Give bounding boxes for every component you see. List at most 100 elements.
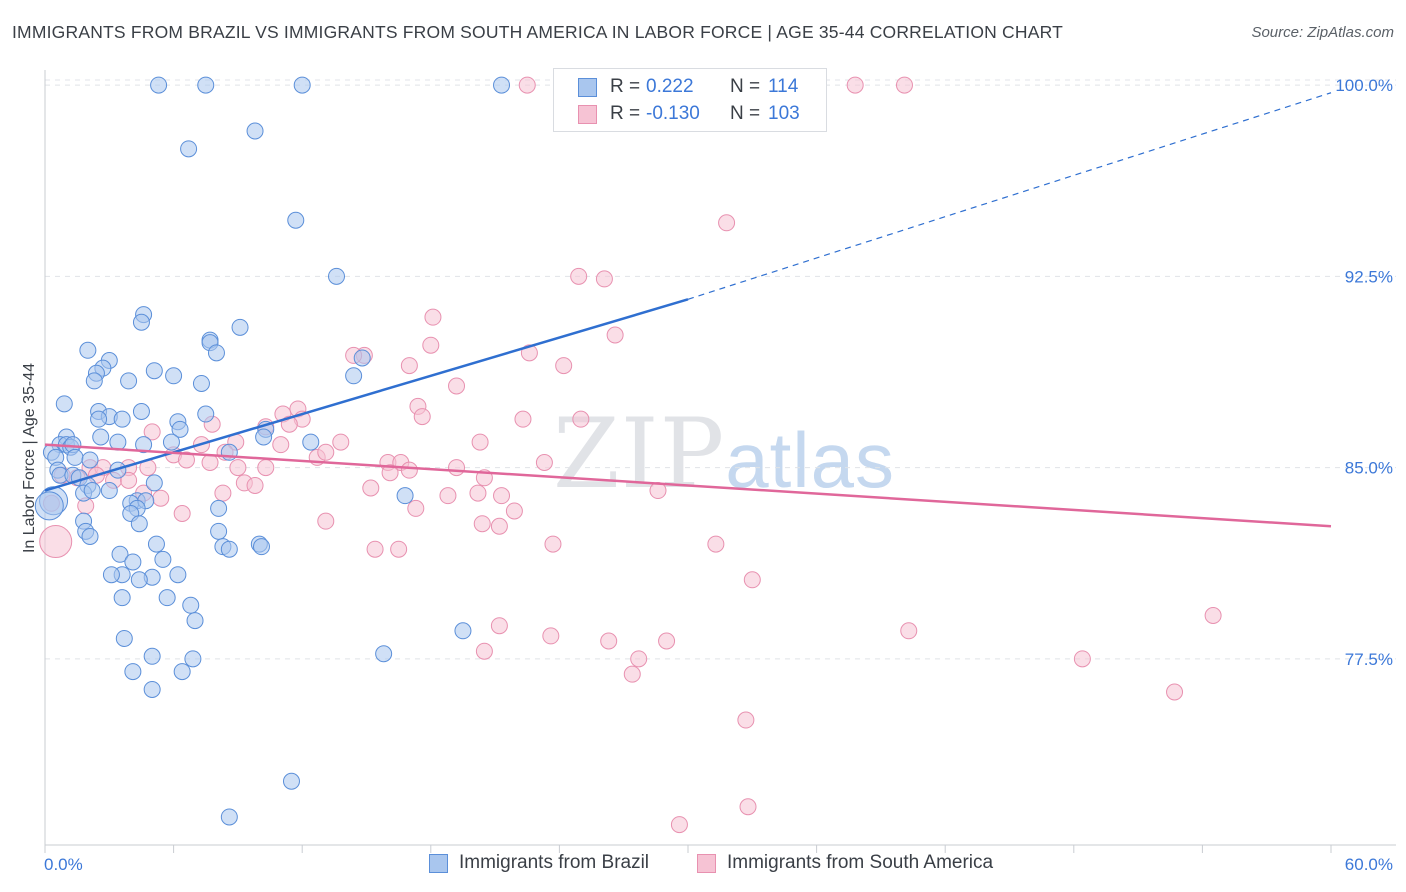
y-tick-label: 100.0% <box>1335 76 1393 95</box>
source-credit: Source: ZipAtlas.com <box>1251 24 1394 41</box>
south-america-point <box>514 410 532 428</box>
r-value: 0.222 <box>646 76 694 97</box>
south-america-point <box>544 535 562 553</box>
south-america-point <box>630 650 648 668</box>
south-america-point <box>317 443 335 461</box>
south-america-point <box>595 270 613 288</box>
brazil-trend-line <box>44 298 689 492</box>
brazil-point <box>220 808 238 826</box>
r-value: -0.130 <box>646 103 700 124</box>
y-axis-label: In Labor Force | Age 35-44 <box>21 363 38 553</box>
south-america-point <box>439 487 457 505</box>
brazil-point <box>375 645 393 663</box>
south-america-point <box>606 326 624 344</box>
chart-title: IMMIGRANTS FROM BRAZIL VS IMMIGRANTS FRO… <box>12 22 1064 42</box>
brazil-point <box>83 482 101 500</box>
brazil-point <box>182 596 200 614</box>
brazil-point <box>197 76 215 94</box>
brazil-point <box>150 76 168 94</box>
south-america-point <box>718 214 736 232</box>
brazil-point <box>252 538 270 556</box>
brazil-point <box>143 647 161 665</box>
south-america-point <box>400 357 418 375</box>
south-america-point <box>555 357 573 375</box>
south-america-point <box>600 632 618 650</box>
brazil-point <box>171 420 189 438</box>
south-america-point <box>1166 683 1184 701</box>
brazil-point <box>162 433 180 451</box>
south-america-point <box>413 408 431 426</box>
brazil-point <box>282 772 300 790</box>
grid-lines <box>45 79 1396 660</box>
south-america-point <box>542 627 560 645</box>
south-america-point <box>407 499 425 517</box>
r-label: R = <box>610 76 641 97</box>
brazil-point <box>327 267 345 285</box>
brazil-point <box>302 433 320 451</box>
brazil-point <box>345 367 363 385</box>
n-value: 103 <box>768 103 800 124</box>
south-america-swatch <box>578 105 597 124</box>
brazil-point <box>192 374 210 392</box>
south-america-point <box>670 816 688 834</box>
south-america-point <box>658 632 676 650</box>
watermark: ZIPatlas <box>553 398 895 510</box>
x-tick-label: 0.0% <box>44 855 83 874</box>
south-america-point <box>518 76 536 94</box>
correlation-legend: R = 0.222 N = 114 R = -0.130 N = 103 <box>553 68 827 132</box>
brazil-point <box>102 566 120 584</box>
south-america-point <box>490 617 508 635</box>
south-america-point <box>152 489 170 507</box>
brazil-point <box>210 522 228 540</box>
south-america-point <box>493 487 511 505</box>
bottom-legend-south-america-label: Immigrants from South America <box>727 852 994 873</box>
south-america-point <box>1073 650 1091 668</box>
brazil-point <box>186 612 204 630</box>
south-america-point <box>471 433 489 451</box>
south-america-point <box>572 410 590 428</box>
brazil-point <box>132 313 150 331</box>
south-america-swatch <box>697 854 716 873</box>
south-america-point <box>201 454 219 471</box>
south-america-point <box>490 517 508 535</box>
south-america-point <box>739 798 757 816</box>
brazil-point <box>165 367 183 385</box>
south-america-point <box>900 622 918 640</box>
brazil-point <box>124 553 142 571</box>
south-america-point <box>400 461 418 479</box>
y-tick-label: 77.5% <box>1345 650 1393 669</box>
south-america-point <box>272 436 290 454</box>
south-america-point <box>737 711 755 729</box>
brazil-point <box>147 535 165 553</box>
brazil-point <box>130 515 148 533</box>
brazil-point <box>120 372 138 390</box>
south-america-point <box>366 540 384 558</box>
south-america-point <box>707 535 725 553</box>
brazil-point <box>169 566 187 584</box>
brazil-point <box>246 122 264 140</box>
brazil-point <box>92 428 110 446</box>
brazil-point <box>34 491 64 521</box>
brazil-point <box>111 545 129 563</box>
south-america-point <box>390 540 408 558</box>
south-america-point <box>535 454 553 471</box>
brazil-points <box>34 76 511 826</box>
brazil-point <box>66 448 84 466</box>
bottom-legend-brazil-label: Immigrants from Brazil <box>459 852 650 873</box>
brazil-point <box>145 474 163 492</box>
south-america-point <box>469 484 487 502</box>
south-america-point <box>177 451 195 469</box>
south-america-point <box>229 459 247 477</box>
south-america-point <box>332 433 350 451</box>
brazil-point <box>255 428 273 446</box>
brazil-point <box>173 663 191 681</box>
south-america-point <box>173 505 191 522</box>
south-america-trend-line <box>44 443 1332 528</box>
brazil-point <box>207 344 225 362</box>
south-america-point <box>257 459 275 477</box>
brazil-point <box>132 403 150 420</box>
south-america-point <box>473 515 491 533</box>
brazil-point <box>454 622 472 640</box>
brazil-swatch <box>578 78 597 97</box>
south-america-point <box>1204 607 1222 624</box>
